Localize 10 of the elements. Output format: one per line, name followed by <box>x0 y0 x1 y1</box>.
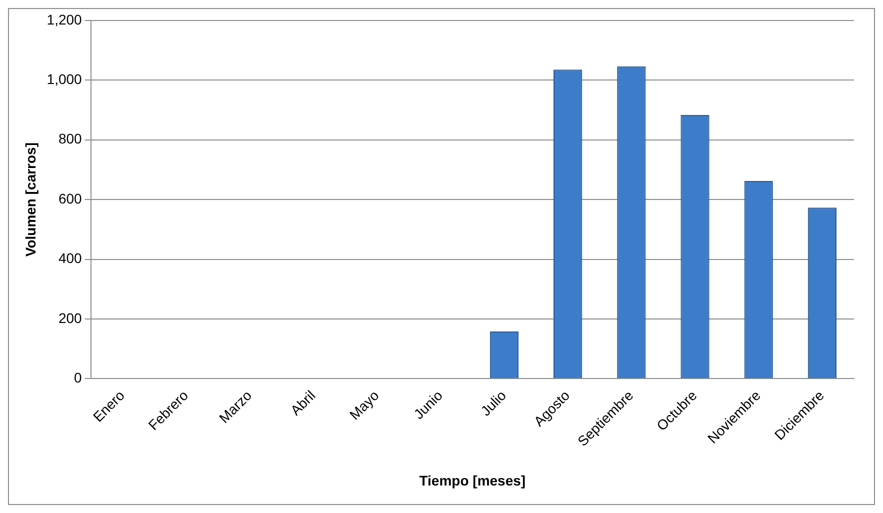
y-tick-label: 400 <box>58 250 82 266</box>
y-tick-label: 600 <box>58 190 82 206</box>
y-tick-label: 1,000 <box>46 70 82 87</box>
y-tick-label: 200 <box>58 310 82 326</box>
y-tick-label: 0 <box>74 370 82 386</box>
x-axis-title: Tiempo [meses] <box>419 472 526 488</box>
y-tick-label: 800 <box>58 130 82 147</box>
y-axis-title: Volumen [carros] <box>22 142 38 257</box>
x-tick-label: Julio <box>477 387 510 419</box>
y-tick-label: 1,200 <box>46 11 82 28</box>
